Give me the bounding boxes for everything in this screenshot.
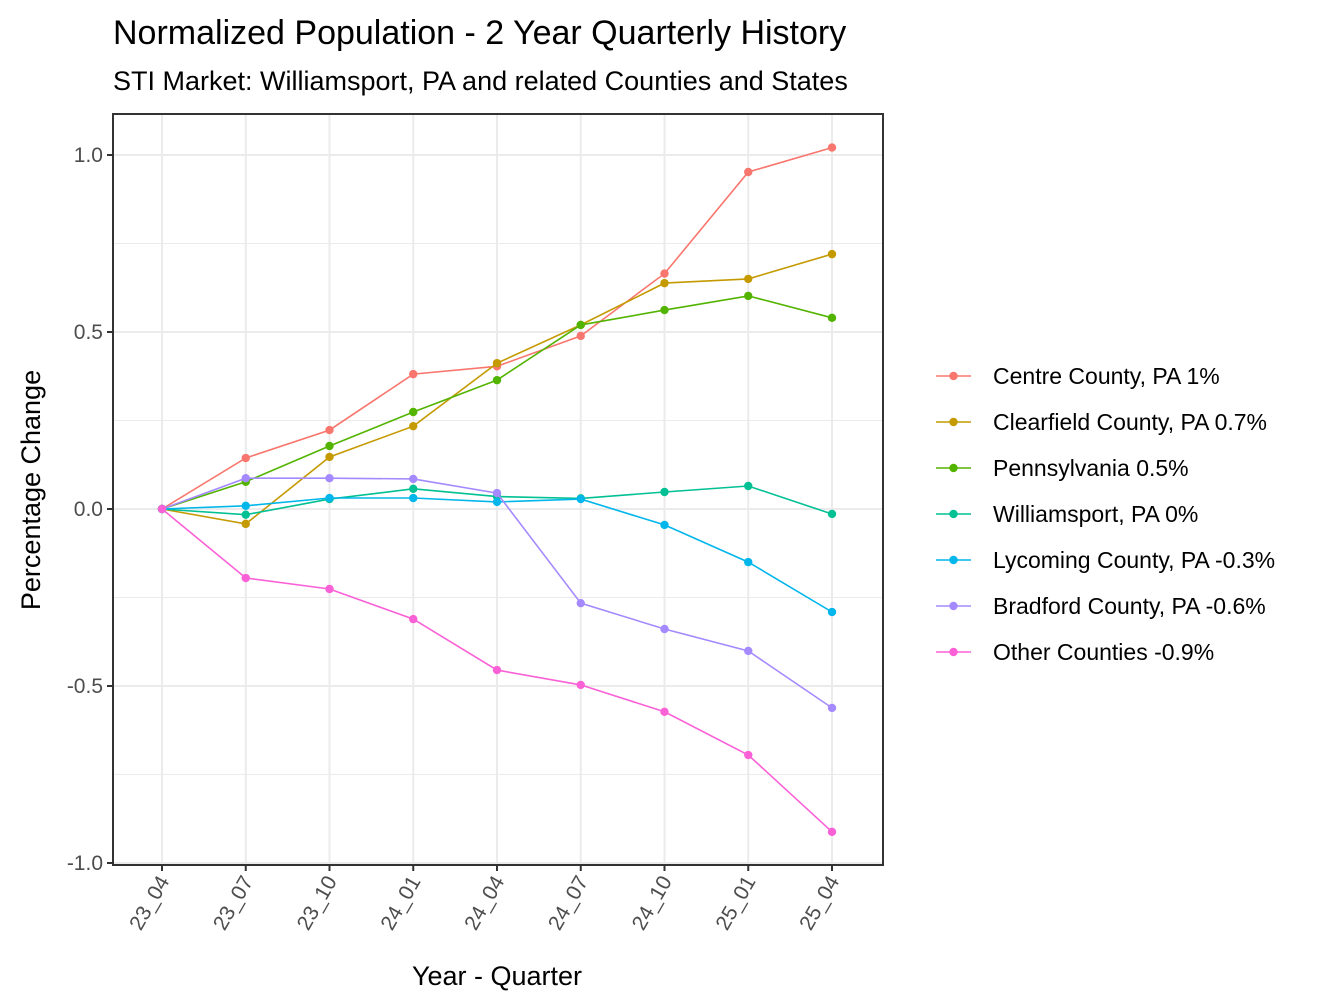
- chart-title: Normalized Population - 2 Year Quarterly…: [113, 14, 846, 52]
- data-point: [409, 484, 418, 494]
- data-point: [660, 487, 669, 497]
- data-point: [325, 584, 334, 594]
- data-point: [241, 501, 250, 511]
- data-point: [744, 481, 753, 491]
- legend-key-point: [949, 555, 958, 565]
- x-tick-label: 24_01: [376, 872, 425, 934]
- data-point: [325, 441, 334, 451]
- x-tick-label: 24_04: [460, 872, 509, 934]
- data-point: [576, 680, 585, 690]
- data-point: [157, 504, 167, 514]
- legend-label: Pennsylvania 0.5%: [993, 455, 1189, 481]
- data-point: [744, 167, 753, 177]
- data-point: [492, 488, 502, 498]
- legend-key-point: [949, 417, 958, 427]
- x-tick-label: 23_07: [209, 872, 258, 934]
- data-point: [409, 369, 418, 379]
- data-point: [409, 407, 418, 417]
- y-tick-label: 1.0: [74, 144, 103, 167]
- data-point: [576, 598, 585, 608]
- legend-label: Lycoming County, PA -0.3%: [993, 547, 1275, 573]
- plot-panel: [112, 113, 884, 866]
- data-point: [660, 707, 669, 717]
- x-tick-label: 23_04: [125, 872, 174, 934]
- data-point: [744, 557, 753, 567]
- data-point: [827, 143, 837, 152]
- legend-label: Bradford County, PA -0.6%: [993, 593, 1266, 619]
- legend-key-point: [949, 647, 958, 657]
- data-point: [660, 305, 669, 315]
- legend-item: Bradford County, PA -0.6%: [936, 593, 1266, 619]
- x-tick-label: 24_10: [628, 872, 677, 934]
- y-tick-label: -0.5: [67, 675, 103, 698]
- data-point: [576, 320, 585, 330]
- data-point: [827, 313, 837, 323]
- data-point: [241, 519, 250, 529]
- data-point: [827, 607, 837, 617]
- data-point: [660, 624, 669, 634]
- data-point: [409, 614, 418, 624]
- data-point: [409, 421, 418, 431]
- data-point: [492, 358, 502, 368]
- legend-label: Williamsport, PA 0%: [993, 501, 1198, 527]
- data-point: [241, 573, 250, 583]
- y-tick-label: 0.0: [74, 498, 103, 521]
- data-point: [827, 249, 837, 259]
- legend-key-point: [949, 371, 958, 381]
- legend-item: Centre County, PA 1%: [936, 363, 1220, 389]
- legend-item: Williamsport, PA 0%: [936, 501, 1198, 527]
- data-point: [744, 750, 753, 760]
- data-point: [409, 474, 418, 484]
- data-point: [325, 425, 334, 435]
- chart-subtitle: STI Market: Williamsport, PA and related…: [113, 66, 848, 96]
- y-axis-title: Percentage Change: [16, 370, 46, 610]
- x-tick-label: 25_04: [795, 872, 844, 934]
- x-tick-label: 25_01: [711, 872, 760, 934]
- legend: Centre County, PA 1% Clearfield County, P…: [936, 363, 1275, 665]
- data-point: [325, 474, 334, 483]
- data-point: [325, 493, 334, 503]
- legend-item: Clearfield County, PA 0.7%: [936, 409, 1267, 435]
- data-point: [492, 375, 502, 385]
- legend-label: Clearfield County, PA 0.7%: [993, 409, 1267, 435]
- legend-key-point: [949, 601, 958, 611]
- data-point: [492, 497, 502, 507]
- data-point: [744, 291, 753, 301]
- y-tick-label: -1.0: [67, 852, 103, 875]
- legend-item: Lycoming County, PA -0.3%: [936, 547, 1275, 573]
- data-point: [744, 274, 753, 284]
- legend-label: Centre County, PA 1%: [993, 363, 1220, 389]
- y-tick-label: 0.5: [74, 321, 103, 344]
- series-layer: [157, 143, 837, 837]
- series-2: [157, 291, 837, 514]
- x-tick-label: 24_07: [544, 872, 593, 934]
- y-axis: 1.0 0.5 0.0 -0.5 -1.0: [67, 144, 113, 875]
- series-6: [157, 504, 837, 837]
- data-point: [660, 520, 669, 530]
- data-point: [660, 269, 669, 278]
- legend-key-point: [949, 463, 958, 473]
- legend-key-point: [949, 509, 958, 519]
- data-point: [492, 665, 502, 675]
- data-point: [241, 474, 250, 483]
- data-point: [827, 827, 837, 837]
- data-point: [576, 494, 585, 504]
- data-point: [409, 493, 418, 503]
- data-point: [660, 278, 669, 288]
- data-point: [241, 453, 250, 463]
- x-axis-title: Year - Quarter: [412, 961, 582, 991]
- data-point: [827, 509, 837, 519]
- x-axis: 23_04 23_07 23_10 24_01 24_04 24_07 24_10 25_01…: [125, 865, 844, 934]
- legend-label: Other Counties -0.9%: [993, 639, 1214, 665]
- x-tick-label: 23_10: [293, 872, 342, 934]
- data-point: [325, 452, 334, 462]
- data-point: [744, 646, 753, 656]
- data-point: [827, 703, 837, 713]
- data-point: [241, 510, 250, 519]
- data-point: [576, 331, 585, 341]
- legend-item: Pennsylvania 0.5%: [936, 455, 1189, 481]
- legend-item: Other Counties -0.9%: [936, 639, 1214, 665]
